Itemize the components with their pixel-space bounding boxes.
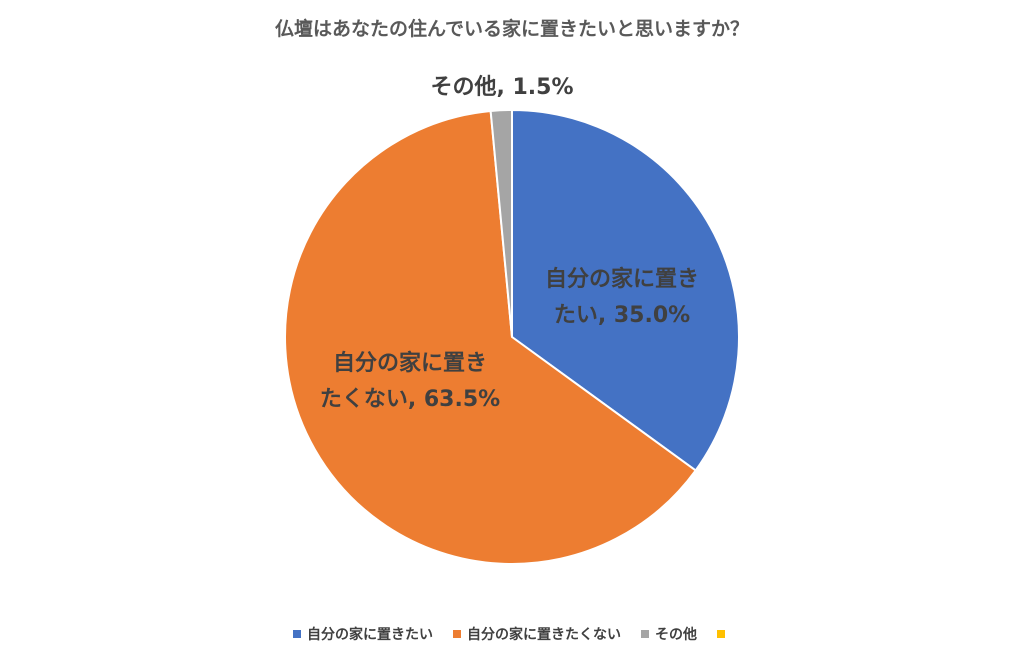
slice-label-other-line1: その他, 1.5% [430,75,574,100]
chart-title: 仏壇はあなたの住んでいる家に置きたいと思いますか？ [274,18,750,40]
slice-label-want-line1: 自分の家に置き [544,267,699,292]
slice-label-want: 自分の家に置き たい, 35.0% [522,262,722,334]
slice-label-other: その他, 1.5% [412,70,592,106]
legend-label-not-want: 自分の家に置きたくない [467,627,621,643]
slice-label-not-want-line1: 自分の家に置き [332,351,487,376]
legend: 自分の家に置きたい 自分の家に置きたくない その他 [0,624,1024,644]
slice-label-want-line2: たい, 35.0% [553,303,691,328]
legend-swatch-other [641,630,649,638]
legend-item-other: その他 [641,624,697,644]
pie-slice-want [511,108,740,472]
legend-label-want: 自分の家に置きたい [307,627,433,643]
legend-item-blank [717,630,731,638]
slice-label-not-want: 自分の家に置き たくない, 63.5% [305,346,515,418]
legend-swatch-blank [717,630,725,638]
legend-swatch-want [293,630,301,638]
slice-label-not-want-line2: たくない, 63.5% [319,387,501,412]
legend-item-not-want: 自分の家に置きたくない [453,624,621,644]
pie-slice-other [489,108,513,338]
legend-item-want: 自分の家に置きたい [293,624,433,644]
legend-swatch-not-want [453,630,461,638]
legend-label-other: その他 [655,627,697,643]
pie-slice-not-want [284,109,698,565]
